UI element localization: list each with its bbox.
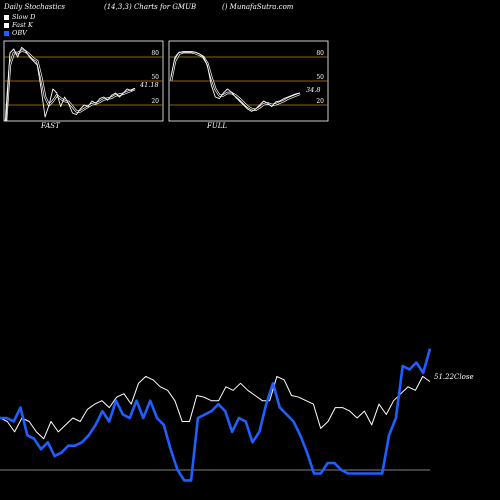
chart-header-center: (14,3,3) Charts for GMUB (104, 3, 197, 11)
fast-tick-label-20: 20 (151, 98, 159, 105)
full-fast-k-line (170, 51, 301, 112)
full-panel-title: FULL (207, 122, 228, 130)
full-tick-label-50: 50 (316, 74, 324, 81)
legend-label-slow-d: Slow D (12, 13, 36, 21)
obv-line (0, 348, 432, 482)
legend: Slow D Fast K OBV (4, 13, 35, 37)
legend-item-fast-k: Fast K (4, 21, 35, 29)
full-last-value-label: 34.8 (306, 86, 321, 94)
legend-swatch-obv (4, 30, 9, 36)
legend-swatch-fast-k (4, 22, 9, 28)
close-price-line (0, 375, 431, 440)
fast-tick-label-50: 50 (151, 74, 159, 81)
legend-label-fast-k: Fast K (12, 21, 33, 29)
legend-label-obv: OBV (12, 29, 27, 37)
chart-header-left: Daily Stochastics (4, 3, 66, 11)
full-tick-label-80: 80 (316, 50, 324, 57)
close-label: 51.22Close (434, 373, 474, 381)
legend-swatch-slow-d (4, 14, 9, 20)
full-tick-label-20: 20 (316, 98, 324, 105)
fast-tick-label-80: 80 (151, 50, 159, 57)
legend-item-slow-d: Slow D (4, 13, 35, 21)
fast-fast-k-line (5, 46, 136, 122)
fast-panel-title: FAST (41, 122, 60, 130)
fast-last-value-label: 41.18 (140, 81, 159, 89)
chart-header-right: () MunafaSutra.com (222, 3, 294, 11)
legend-item-obv: OBV (4, 29, 35, 37)
